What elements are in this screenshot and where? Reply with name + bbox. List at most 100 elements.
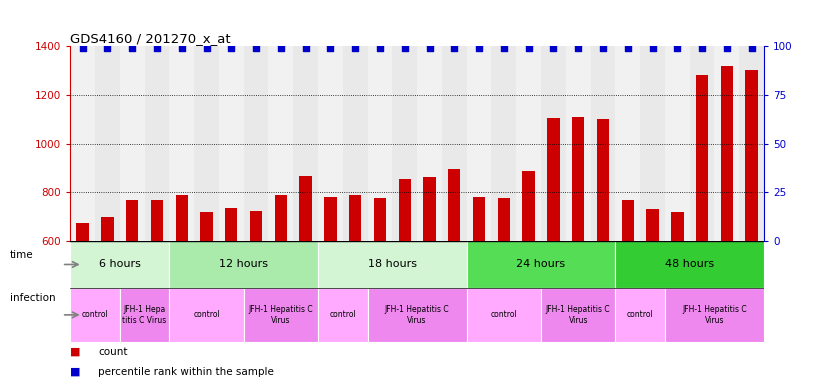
Bar (640, 46, 665, 241)
Bar (368, 288, 467, 342)
Point (76, 45, 89, 51)
Point (101, 45, 114, 51)
Bar (424, 177, 436, 241)
Point (225, 45, 238, 51)
Bar (696, 75, 709, 241)
Bar (76, 223, 89, 241)
Point (621, 45, 634, 51)
Bar (244, 288, 318, 342)
Bar (126, 200, 139, 241)
Point (522, 45, 535, 51)
Bar (244, 46, 268, 241)
Text: control: control (627, 310, 653, 319)
Text: ■: ■ (70, 367, 81, 377)
Bar (343, 46, 368, 241)
Point (671, 45, 684, 51)
Point (448, 45, 461, 51)
Bar (293, 46, 318, 241)
Bar (665, 288, 764, 342)
Point (646, 45, 659, 51)
Point (249, 45, 263, 51)
Point (695, 45, 709, 51)
Text: 24 hours: 24 hours (516, 260, 566, 270)
Point (175, 45, 188, 51)
Point (126, 45, 139, 51)
Bar (95, 46, 120, 241)
Text: JFH-1 Hepatitis C
Virus: JFH-1 Hepatitis C Virus (682, 305, 747, 324)
Point (299, 45, 312, 51)
Bar (671, 212, 684, 241)
Bar (349, 195, 362, 241)
Bar (622, 200, 634, 241)
Text: 12 hours: 12 hours (219, 260, 268, 270)
Bar (145, 46, 169, 241)
Text: ■: ■ (70, 347, 81, 357)
Bar (597, 119, 610, 241)
Bar (300, 175, 312, 241)
Bar (368, 46, 392, 241)
Text: JFH-1 Hepatitis C
Virus: JFH-1 Hepatitis C Virus (546, 305, 610, 324)
Text: control: control (330, 310, 356, 319)
Bar (374, 198, 387, 241)
Point (745, 45, 758, 51)
Bar (169, 288, 244, 342)
Point (497, 45, 510, 51)
Bar (442, 46, 467, 241)
Text: JFH-1 Hepatitis C
Virus: JFH-1 Hepatitis C Virus (385, 305, 449, 324)
Text: JFH-1 Hepatitis C
Virus: JFH-1 Hepatitis C Virus (249, 305, 313, 324)
Point (373, 45, 387, 51)
Bar (591, 46, 615, 241)
Bar (392, 46, 417, 241)
Bar (169, 46, 194, 241)
Text: time: time (10, 250, 34, 260)
Point (547, 45, 560, 51)
Bar (275, 195, 287, 241)
Bar (318, 46, 343, 241)
Point (398, 45, 411, 51)
Bar (746, 70, 758, 241)
Bar (647, 209, 659, 241)
Text: control: control (491, 310, 517, 319)
Point (472, 45, 486, 51)
Point (572, 45, 585, 51)
Text: control: control (193, 310, 220, 319)
Bar (250, 211, 263, 241)
Bar (151, 200, 164, 241)
Bar (70, 288, 120, 342)
Text: control: control (82, 310, 108, 319)
Point (349, 45, 362, 51)
Bar (491, 46, 516, 241)
Point (150, 45, 164, 51)
Bar (201, 212, 213, 241)
Text: infection: infection (10, 293, 55, 303)
Bar (176, 195, 188, 241)
Bar (739, 46, 764, 241)
Bar (169, 241, 318, 288)
Bar (225, 208, 238, 241)
Bar (516, 46, 541, 241)
Text: 48 hours: 48 hours (665, 260, 714, 270)
Text: GDS4160 / 201270_x_at: GDS4160 / 201270_x_at (70, 32, 230, 45)
Bar (615, 46, 640, 241)
Point (274, 45, 287, 51)
Bar (497, 198, 510, 241)
Bar (70, 241, 169, 288)
Bar (690, 46, 714, 241)
Bar (318, 288, 368, 342)
Bar (541, 46, 566, 241)
Text: JFH-1 Hepa
titis C Virus: JFH-1 Hepa titis C Virus (122, 305, 167, 324)
Bar (523, 171, 535, 241)
Bar (325, 197, 337, 241)
Bar (194, 46, 219, 241)
Bar (70, 46, 95, 241)
Bar (572, 117, 585, 241)
Bar (417, 46, 442, 241)
Bar (615, 288, 665, 342)
Bar (102, 217, 114, 241)
Point (720, 45, 733, 51)
Bar (120, 288, 169, 342)
Bar (548, 118, 560, 241)
Bar (467, 241, 615, 288)
Bar (566, 46, 591, 241)
Bar (399, 179, 411, 241)
